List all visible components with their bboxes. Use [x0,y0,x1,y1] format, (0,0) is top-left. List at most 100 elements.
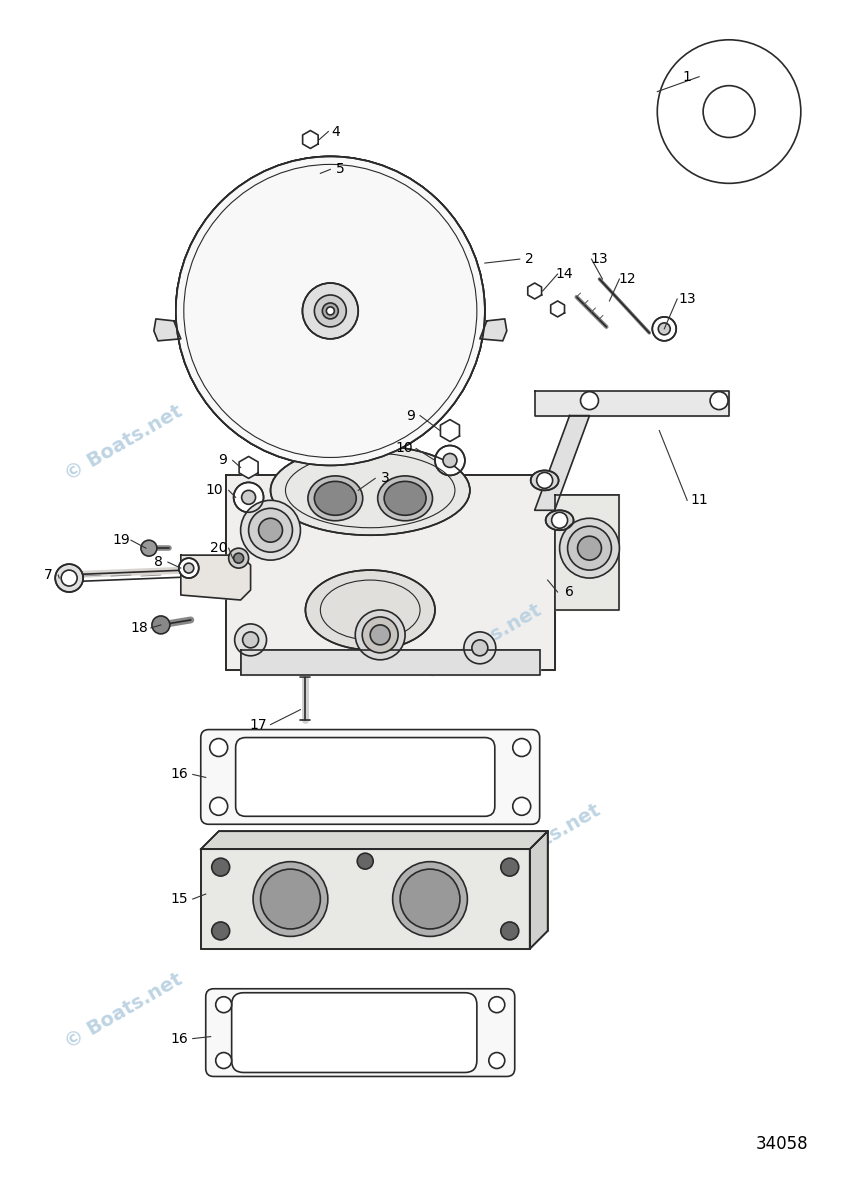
Text: 10: 10 [395,442,413,456]
Circle shape [212,922,230,940]
Polygon shape [535,391,729,415]
Text: 9: 9 [406,408,414,422]
Ellipse shape [261,869,321,929]
Text: 16: 16 [170,768,187,781]
Circle shape [362,617,398,653]
Polygon shape [440,420,460,442]
Text: © Boats.net: © Boats.net [479,800,604,883]
Polygon shape [303,131,318,149]
Text: 13: 13 [590,252,609,266]
Circle shape [472,640,488,656]
Polygon shape [555,496,619,610]
Circle shape [710,391,728,409]
Circle shape [304,167,316,179]
Polygon shape [479,319,507,341]
Text: 7: 7 [44,568,53,582]
Circle shape [435,445,465,475]
Circle shape [443,454,457,468]
Circle shape [242,491,256,504]
Circle shape [581,391,598,409]
Ellipse shape [315,481,356,515]
Text: 16: 16 [170,1032,187,1045]
FancyBboxPatch shape [231,992,477,1073]
Circle shape [315,295,346,326]
Circle shape [258,518,283,542]
Circle shape [658,323,670,335]
Text: 4: 4 [331,125,340,138]
Polygon shape [154,319,181,341]
Circle shape [229,548,249,568]
Circle shape [537,473,552,488]
Text: 9: 9 [218,454,227,468]
Circle shape [212,858,230,876]
Text: 18: 18 [130,620,147,635]
Polygon shape [535,415,590,510]
Ellipse shape [400,869,460,929]
Circle shape [241,500,301,560]
Text: 12: 12 [618,272,636,286]
Circle shape [233,482,264,512]
Text: 5: 5 [336,162,345,176]
Circle shape [464,632,496,664]
Ellipse shape [253,862,328,936]
Ellipse shape [308,476,362,521]
Ellipse shape [393,862,467,936]
Circle shape [370,625,390,644]
Circle shape [568,527,611,570]
Text: © Boats.net: © Boats.net [62,402,186,485]
Polygon shape [551,301,564,317]
Polygon shape [201,850,530,949]
FancyBboxPatch shape [236,738,495,816]
Polygon shape [241,650,539,674]
Circle shape [501,922,518,940]
Circle shape [512,797,531,815]
Circle shape [244,462,253,473]
Text: 11: 11 [690,493,708,508]
Circle shape [176,156,485,466]
Text: 19: 19 [112,533,130,547]
Circle shape [559,518,619,578]
Circle shape [501,858,518,876]
Polygon shape [239,456,258,479]
Text: 2: 2 [525,252,534,266]
Circle shape [512,738,531,756]
Polygon shape [528,283,542,299]
Text: 14: 14 [556,268,573,281]
Circle shape [184,563,193,574]
Text: 13: 13 [678,292,696,306]
FancyBboxPatch shape [205,989,515,1076]
Circle shape [235,624,266,656]
Circle shape [489,997,505,1013]
Circle shape [355,610,405,660]
Circle shape [210,738,228,756]
Text: © Boats.net: © Boats.net [420,601,544,684]
Circle shape [55,564,83,592]
Circle shape [176,156,485,466]
Circle shape [305,134,316,144]
Ellipse shape [271,445,470,535]
Polygon shape [201,832,548,850]
Text: 34058: 34058 [756,1135,809,1153]
Circle shape [216,997,231,1013]
Ellipse shape [305,570,435,650]
Ellipse shape [176,313,485,353]
FancyBboxPatch shape [201,730,539,824]
Text: 20: 20 [210,541,227,556]
Text: 6: 6 [565,586,574,599]
Circle shape [445,426,455,436]
Text: 3: 3 [381,472,389,485]
Ellipse shape [531,470,558,491]
Circle shape [249,509,292,552]
Ellipse shape [384,481,426,515]
Circle shape [357,853,373,869]
Text: 17: 17 [250,718,267,732]
Circle shape [179,558,199,578]
Ellipse shape [545,510,574,530]
Circle shape [233,553,244,563]
Polygon shape [530,832,548,949]
Polygon shape [181,556,251,600]
Circle shape [216,1052,231,1068]
Text: 1: 1 [682,70,692,84]
Circle shape [243,632,258,648]
Text: © Boats.net: © Boats.net [62,970,186,1052]
